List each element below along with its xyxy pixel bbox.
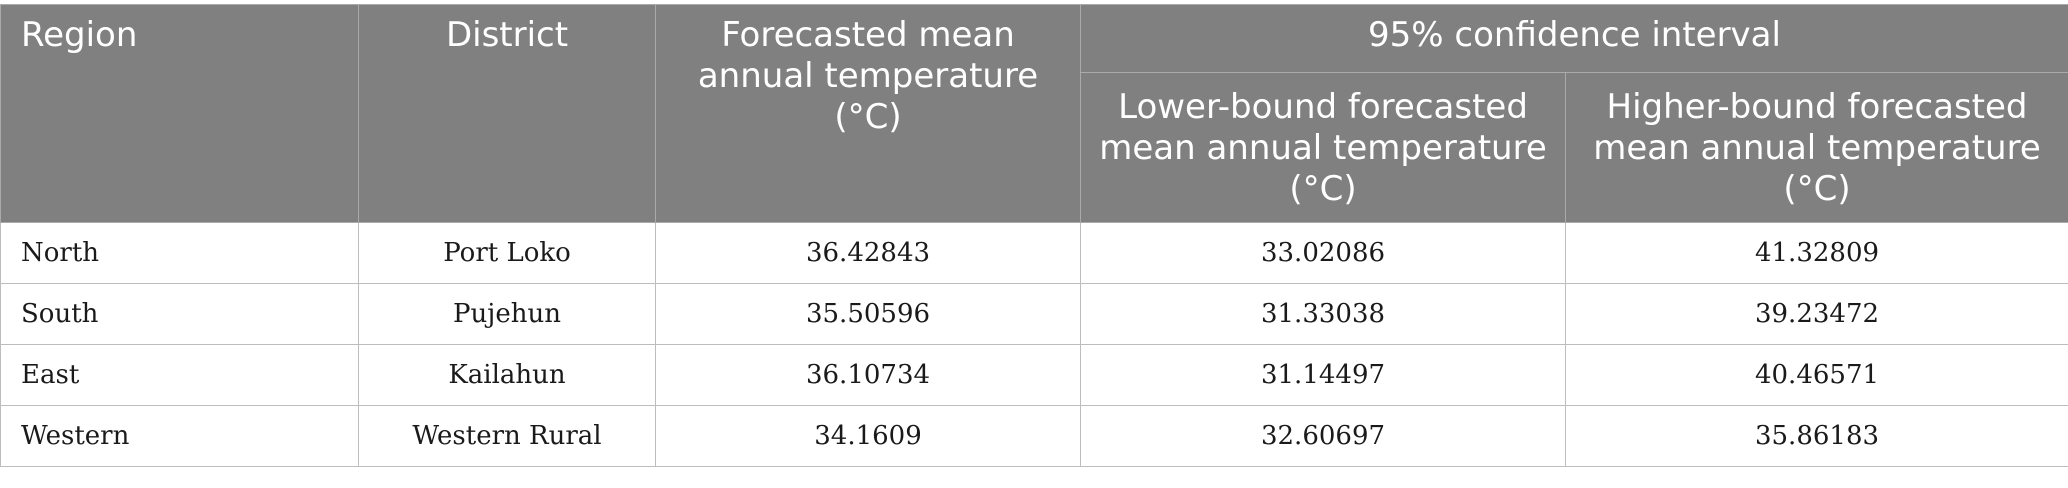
cell-district: Western Rural [358, 405, 656, 467]
cell-higher: 40.46571 [1565, 344, 2068, 406]
header-confidence-interval: 95% confidence interval [1080, 4, 2068, 73]
cell-region: East [0, 344, 359, 406]
cell-district: Kailahun [358, 344, 656, 406]
cell-lower: 31.33038 [1080, 283, 1566, 345]
cell-higher: 35.86183 [1565, 405, 2068, 467]
header-region: Region [0, 4, 359, 223]
cell-higher: 39.23472 [1565, 283, 2068, 345]
table-row: South Pujehun 35.50596 31.33038 39.23472 [0, 283, 2068, 345]
cell-mean: 35.50596 [655, 283, 1081, 345]
cell-lower: 31.14497 [1080, 344, 1566, 406]
cell-lower: 32.60697 [1080, 405, 1566, 467]
cell-region: Western [0, 405, 359, 467]
header-district: District [358, 4, 656, 223]
cell-lower: 33.02086 [1080, 222, 1566, 284]
temperature-forecast-table: Region District Forecasted mean annual t… [0, 4, 2068, 467]
cell-region: South [0, 283, 359, 345]
table-body: North Port Loko 36.42843 33.02086 41.328… [0, 222, 2068, 467]
cell-higher: 41.32809 [1565, 222, 2068, 284]
table-header: Region District Forecasted mean annual t… [0, 4, 2068, 223]
table-row: East Kailahun 36.10734 31.14497 40.46571 [0, 344, 2068, 406]
table-row: Western Western Rural 34.1609 32.60697 3… [0, 405, 2068, 467]
cell-district: Pujehun [358, 283, 656, 345]
cell-region: North [0, 222, 359, 284]
cell-district: Port Loko [358, 222, 656, 284]
header-lower-bound: Lower-bound forecasted mean annual tempe… [1080, 72, 1566, 223]
cell-mean: 36.42843 [655, 222, 1081, 284]
header-higher-bound: Higher-bound forecasted mean annual temp… [1565, 72, 2068, 223]
cell-mean: 36.10734 [655, 344, 1081, 406]
header-forecast-mean: Forecasted mean annual temperature (°C) [655, 4, 1081, 223]
cell-mean: 34.1609 [655, 405, 1081, 467]
table-row: North Port Loko 36.42843 33.02086 41.328… [0, 222, 2068, 284]
